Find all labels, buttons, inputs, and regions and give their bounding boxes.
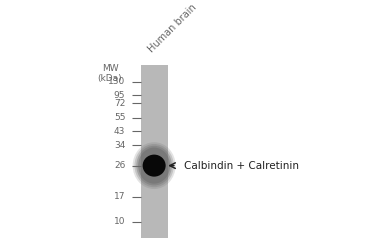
Text: 34: 34 xyxy=(114,141,126,150)
Text: 55: 55 xyxy=(114,113,126,122)
Text: Human brain: Human brain xyxy=(146,2,198,54)
Ellipse shape xyxy=(133,142,176,189)
Text: MW
(kDa): MW (kDa) xyxy=(98,64,122,83)
Text: 130: 130 xyxy=(108,78,126,86)
Text: 72: 72 xyxy=(114,98,126,108)
Ellipse shape xyxy=(142,154,166,177)
Bar xyxy=(141,65,167,238)
Text: Calbindin + Calretinin: Calbindin + Calretinin xyxy=(184,160,299,170)
Ellipse shape xyxy=(134,144,174,187)
Ellipse shape xyxy=(136,146,172,186)
Text: 17: 17 xyxy=(114,192,126,201)
Text: 10: 10 xyxy=(114,217,126,226)
Text: 26: 26 xyxy=(114,161,126,170)
Text: 43: 43 xyxy=(114,127,126,136)
Ellipse shape xyxy=(138,148,170,184)
Text: 95: 95 xyxy=(114,90,126,100)
